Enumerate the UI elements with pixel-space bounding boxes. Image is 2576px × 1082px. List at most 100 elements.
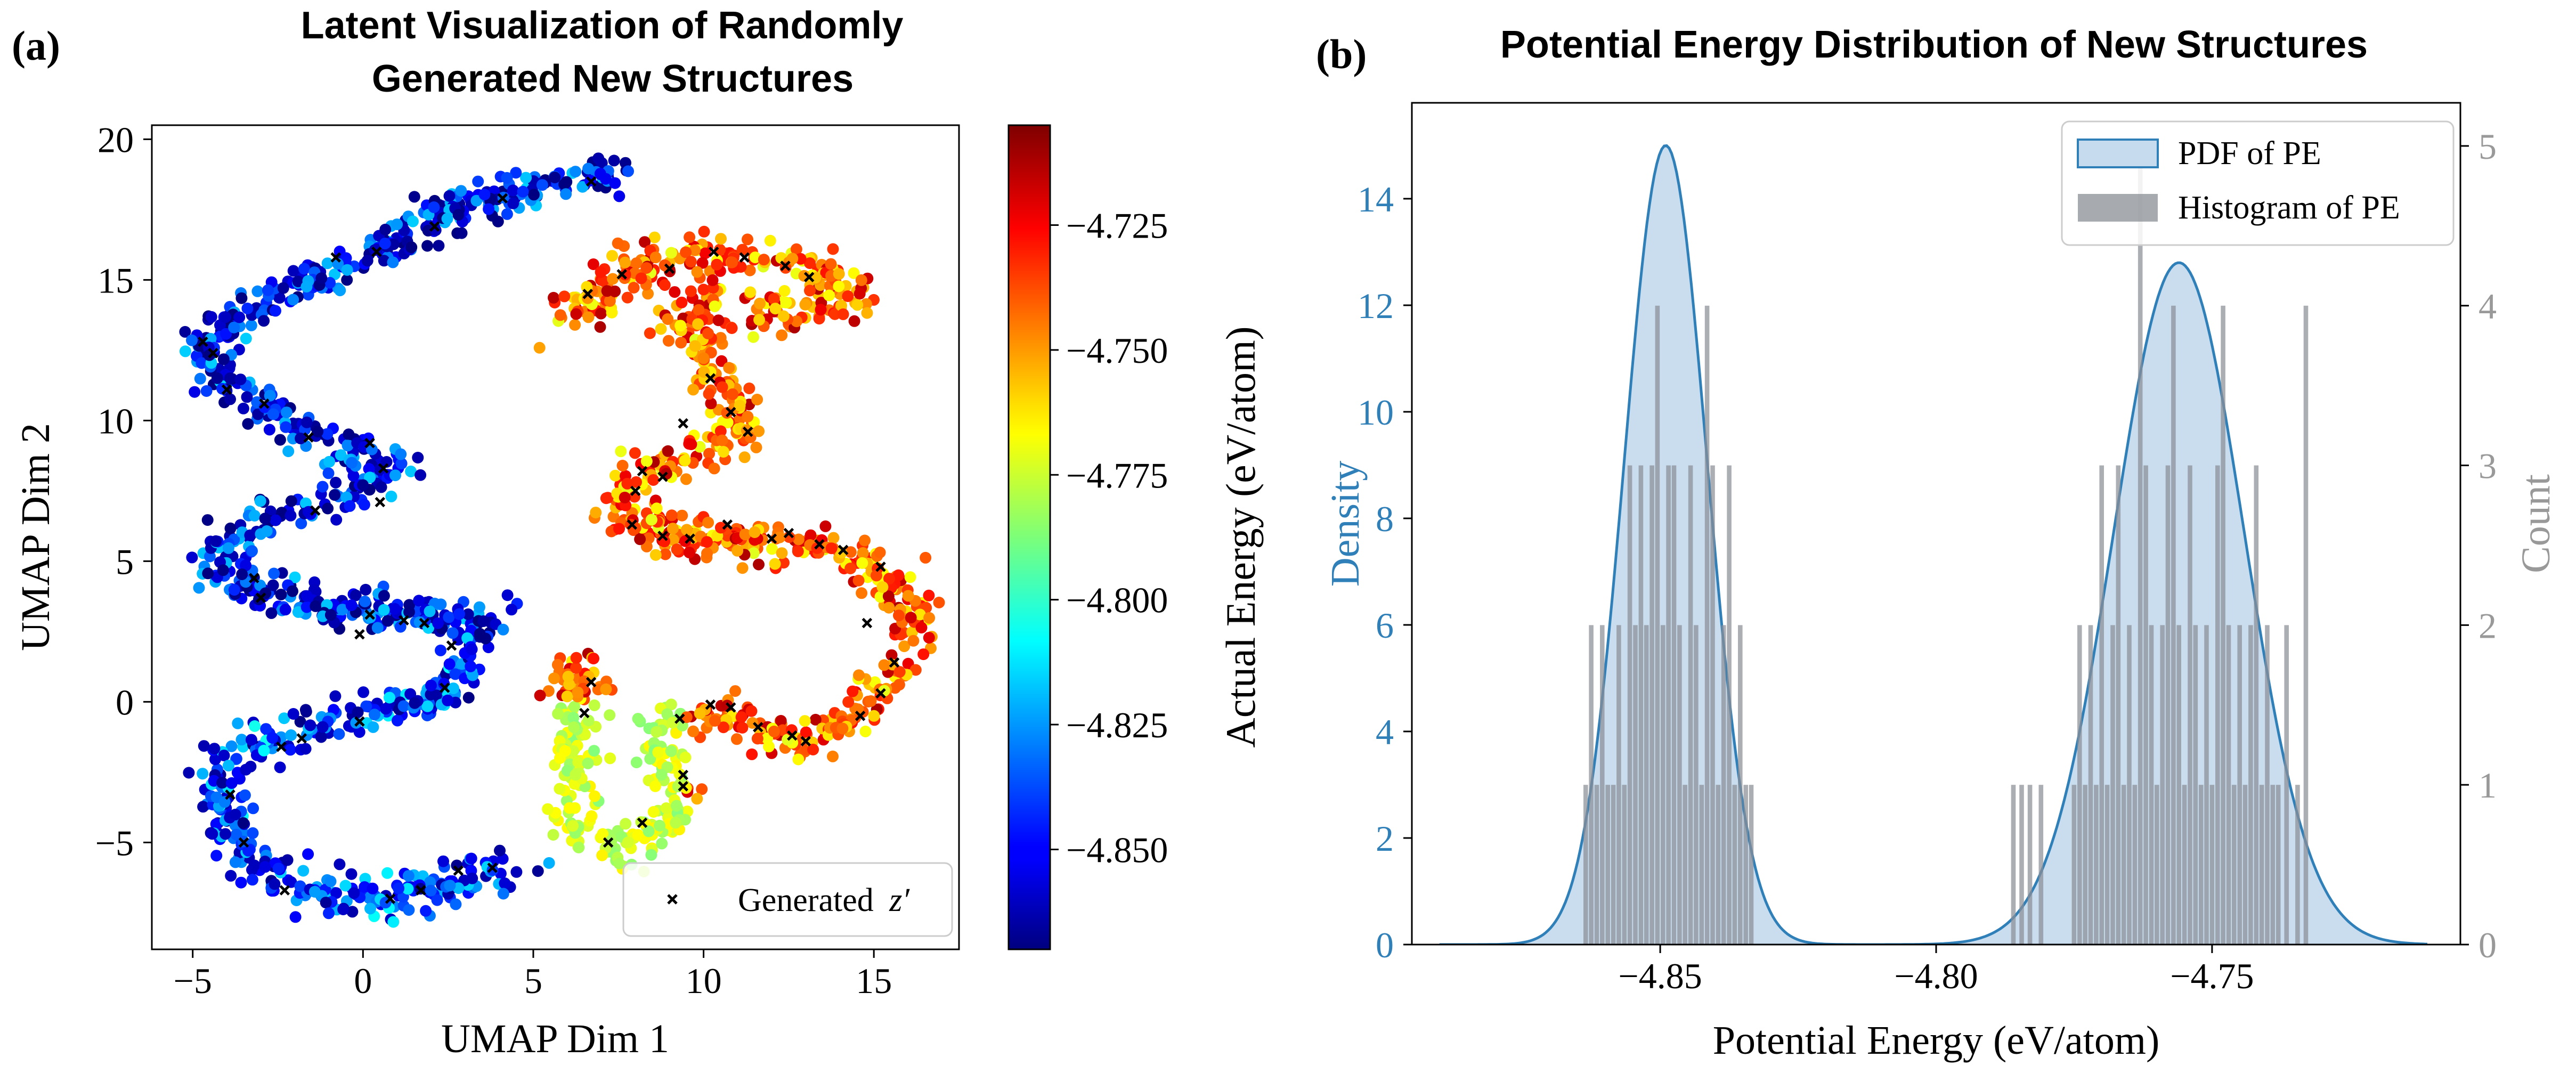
scatter-point bbox=[833, 280, 845, 292]
generated-marker bbox=[303, 432, 314, 443]
generated-marker bbox=[739, 252, 750, 263]
scatter-point bbox=[656, 837, 668, 850]
scatter-point bbox=[685, 285, 697, 297]
scatter-point bbox=[671, 543, 683, 556]
scatter-point bbox=[394, 621, 407, 633]
generated-marker bbox=[603, 837, 614, 848]
scatter-point bbox=[285, 509, 297, 522]
scatter-point bbox=[917, 648, 930, 661]
scatter-point bbox=[764, 234, 776, 247]
scatter-point bbox=[790, 243, 802, 255]
scatter-point bbox=[220, 828, 231, 840]
scatter-point bbox=[239, 789, 251, 801]
scatter-point bbox=[595, 266, 607, 278]
histogram-bar bbox=[1644, 625, 1649, 945]
scatter-point bbox=[387, 256, 399, 269]
scatter-point bbox=[248, 859, 261, 872]
y-left-tick-label: 2 bbox=[1376, 818, 1394, 859]
scatter-point bbox=[554, 752, 566, 764]
scatter-point bbox=[647, 474, 660, 486]
scatter-point bbox=[609, 177, 621, 189]
generated-marker bbox=[678, 769, 688, 780]
scatter-point bbox=[612, 237, 624, 249]
panel-label-b: (b) bbox=[1316, 31, 1367, 77]
chart-b-legend: PDF of PE Histogram of PE bbox=[2061, 120, 2455, 246]
scatter-point bbox=[323, 455, 336, 468]
scatter-point bbox=[391, 218, 403, 231]
scatter-point bbox=[298, 263, 310, 275]
scatter-point bbox=[346, 906, 359, 918]
scatter-point bbox=[799, 715, 811, 727]
scatter-point bbox=[274, 434, 286, 446]
scatter-point bbox=[322, 502, 334, 515]
scatter-point bbox=[189, 386, 201, 398]
scatter-point bbox=[352, 706, 364, 719]
scatter-point bbox=[547, 829, 559, 841]
scatter-point bbox=[402, 883, 414, 895]
scatter-point bbox=[744, 264, 756, 276]
generated-marker bbox=[616, 269, 627, 280]
scatter-point bbox=[501, 172, 513, 184]
histogram-bar bbox=[2284, 625, 2289, 945]
scatter-point bbox=[766, 543, 778, 555]
y-left-tick-label: 10 bbox=[1358, 392, 1394, 433]
scatter-point bbox=[342, 440, 354, 452]
scatter-point bbox=[662, 313, 674, 325]
scatter-point bbox=[696, 783, 708, 795]
generated-marker bbox=[399, 615, 409, 626]
scatter-point bbox=[769, 303, 782, 315]
histogram-bar bbox=[2165, 465, 2171, 945]
generated-marker bbox=[221, 384, 232, 395]
scatter-point bbox=[357, 479, 369, 491]
scatter-point bbox=[758, 254, 770, 266]
scatter-point bbox=[855, 274, 867, 286]
scatter-point bbox=[615, 445, 627, 458]
scatter-point bbox=[745, 705, 758, 717]
scatter-point bbox=[885, 649, 898, 661]
generated-marker bbox=[862, 617, 873, 629]
scatter-point bbox=[378, 590, 390, 602]
y-left-tick-label: 12 bbox=[1358, 286, 1394, 326]
scatter-point bbox=[357, 686, 369, 698]
chart-a-scatter bbox=[179, 152, 945, 928]
scatter-point bbox=[201, 514, 214, 526]
histogram-bar bbox=[2155, 785, 2159, 945]
scatter-point bbox=[560, 176, 573, 188]
scatter-point bbox=[278, 712, 290, 725]
generated-marker bbox=[705, 373, 716, 384]
histogram-bar bbox=[2193, 625, 2198, 945]
scatter-point bbox=[300, 601, 313, 613]
scatter-point bbox=[262, 284, 274, 296]
scatter-point bbox=[300, 281, 313, 293]
scatter-point bbox=[842, 696, 855, 708]
scatter-point bbox=[696, 257, 709, 269]
scatter-point bbox=[385, 490, 397, 502]
scatter-point bbox=[640, 262, 653, 274]
scatter-point bbox=[443, 658, 456, 670]
scatter-point bbox=[263, 424, 275, 436]
scatter-point bbox=[590, 507, 602, 519]
scatter-point bbox=[402, 870, 415, 882]
scatter-point bbox=[210, 818, 222, 830]
scatter-point bbox=[667, 717, 679, 729]
scatter-point bbox=[217, 564, 229, 576]
panel-label-a: (a) bbox=[12, 22, 60, 69]
generated-marker bbox=[678, 418, 688, 429]
scatter-point bbox=[453, 608, 465, 620]
scatter-point bbox=[425, 679, 437, 691]
scatter-point bbox=[237, 402, 249, 414]
scatter-point bbox=[616, 460, 629, 471]
scatter-point bbox=[287, 265, 299, 277]
scatter-point bbox=[506, 604, 518, 616]
scatter-point bbox=[714, 243, 726, 256]
scatter-point bbox=[776, 329, 788, 341]
scatter-point bbox=[644, 327, 656, 339]
scatter-point bbox=[247, 827, 259, 839]
scatter-point bbox=[316, 481, 329, 493]
colorbar-tick-label: −4.775 bbox=[1066, 455, 1168, 495]
y-tick-label: 15 bbox=[97, 260, 134, 300]
scatter-point bbox=[768, 726, 780, 737]
scatter-point bbox=[742, 411, 754, 422]
scatter-point bbox=[751, 394, 763, 405]
scatter-point bbox=[224, 372, 236, 385]
